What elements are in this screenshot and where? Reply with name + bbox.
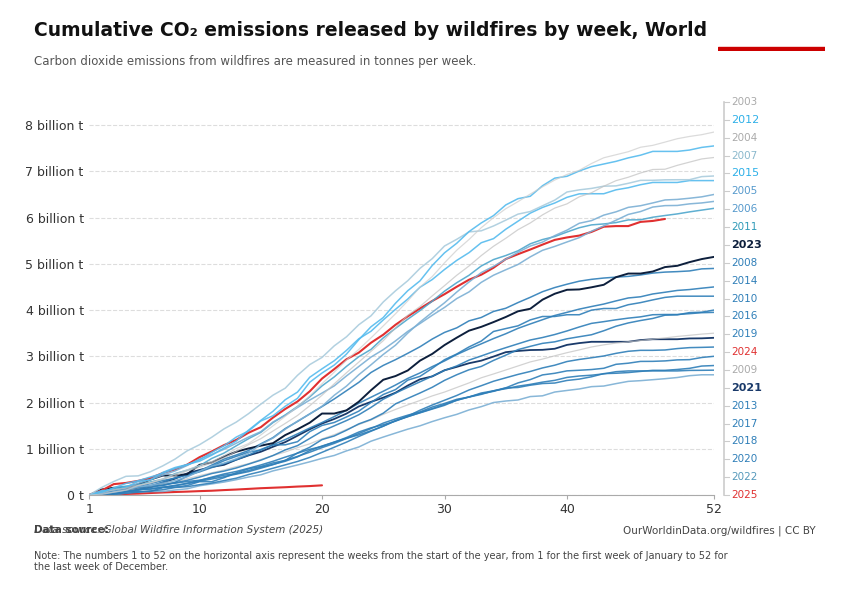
Text: 2021: 2021 [731, 383, 762, 393]
Text: 2015: 2015 [731, 169, 759, 178]
Text: 2011: 2011 [731, 222, 757, 232]
Text: 2023: 2023 [731, 240, 762, 250]
Text: Data source:: Data source: [34, 525, 112, 535]
Text: 2019: 2019 [731, 329, 757, 339]
Text: 2005: 2005 [731, 187, 757, 196]
Text: 2009: 2009 [731, 365, 757, 375]
Text: 2010: 2010 [731, 293, 757, 304]
Text: Cumulative CO₂ emissions released by wildfires by week, World: Cumulative CO₂ emissions released by wil… [34, 21, 707, 40]
Text: 2007: 2007 [731, 151, 757, 161]
Text: 2003: 2003 [731, 97, 757, 107]
Text: 2022: 2022 [731, 472, 757, 482]
Text: 2008: 2008 [731, 258, 757, 268]
Text: Carbon dioxide emissions from wildfires are measured in tonnes per week.: Carbon dioxide emissions from wildfires … [34, 55, 476, 68]
Text: in Data: in Data [751, 32, 791, 43]
Text: 2020: 2020 [731, 454, 757, 464]
Text: 2013: 2013 [731, 401, 757, 410]
Text: 2014: 2014 [731, 275, 757, 286]
Text: Data source: Global Wildfire Information System (2025): Data source: Global Wildfire Information… [34, 525, 323, 535]
Text: Our World: Our World [744, 19, 799, 29]
Text: 2006: 2006 [731, 204, 757, 214]
Text: 2024: 2024 [731, 347, 757, 357]
Text: 2004: 2004 [731, 133, 757, 143]
Text: 2016: 2016 [731, 311, 757, 322]
Bar [718, 47, 824, 51]
Text: 2025: 2025 [731, 490, 757, 500]
Text: 2018: 2018 [731, 436, 757, 446]
Text: Note: The numbers 1 to 52 on the horizontal axis represent the weeks from the st: Note: The numbers 1 to 52 on the horizon… [34, 551, 728, 572]
Text: OurWorldinData.org/wildfires | CC BY: OurWorldinData.org/wildfires | CC BY [623, 525, 816, 535]
Text: 2017: 2017 [731, 419, 757, 428]
Text: 2012: 2012 [731, 115, 759, 125]
